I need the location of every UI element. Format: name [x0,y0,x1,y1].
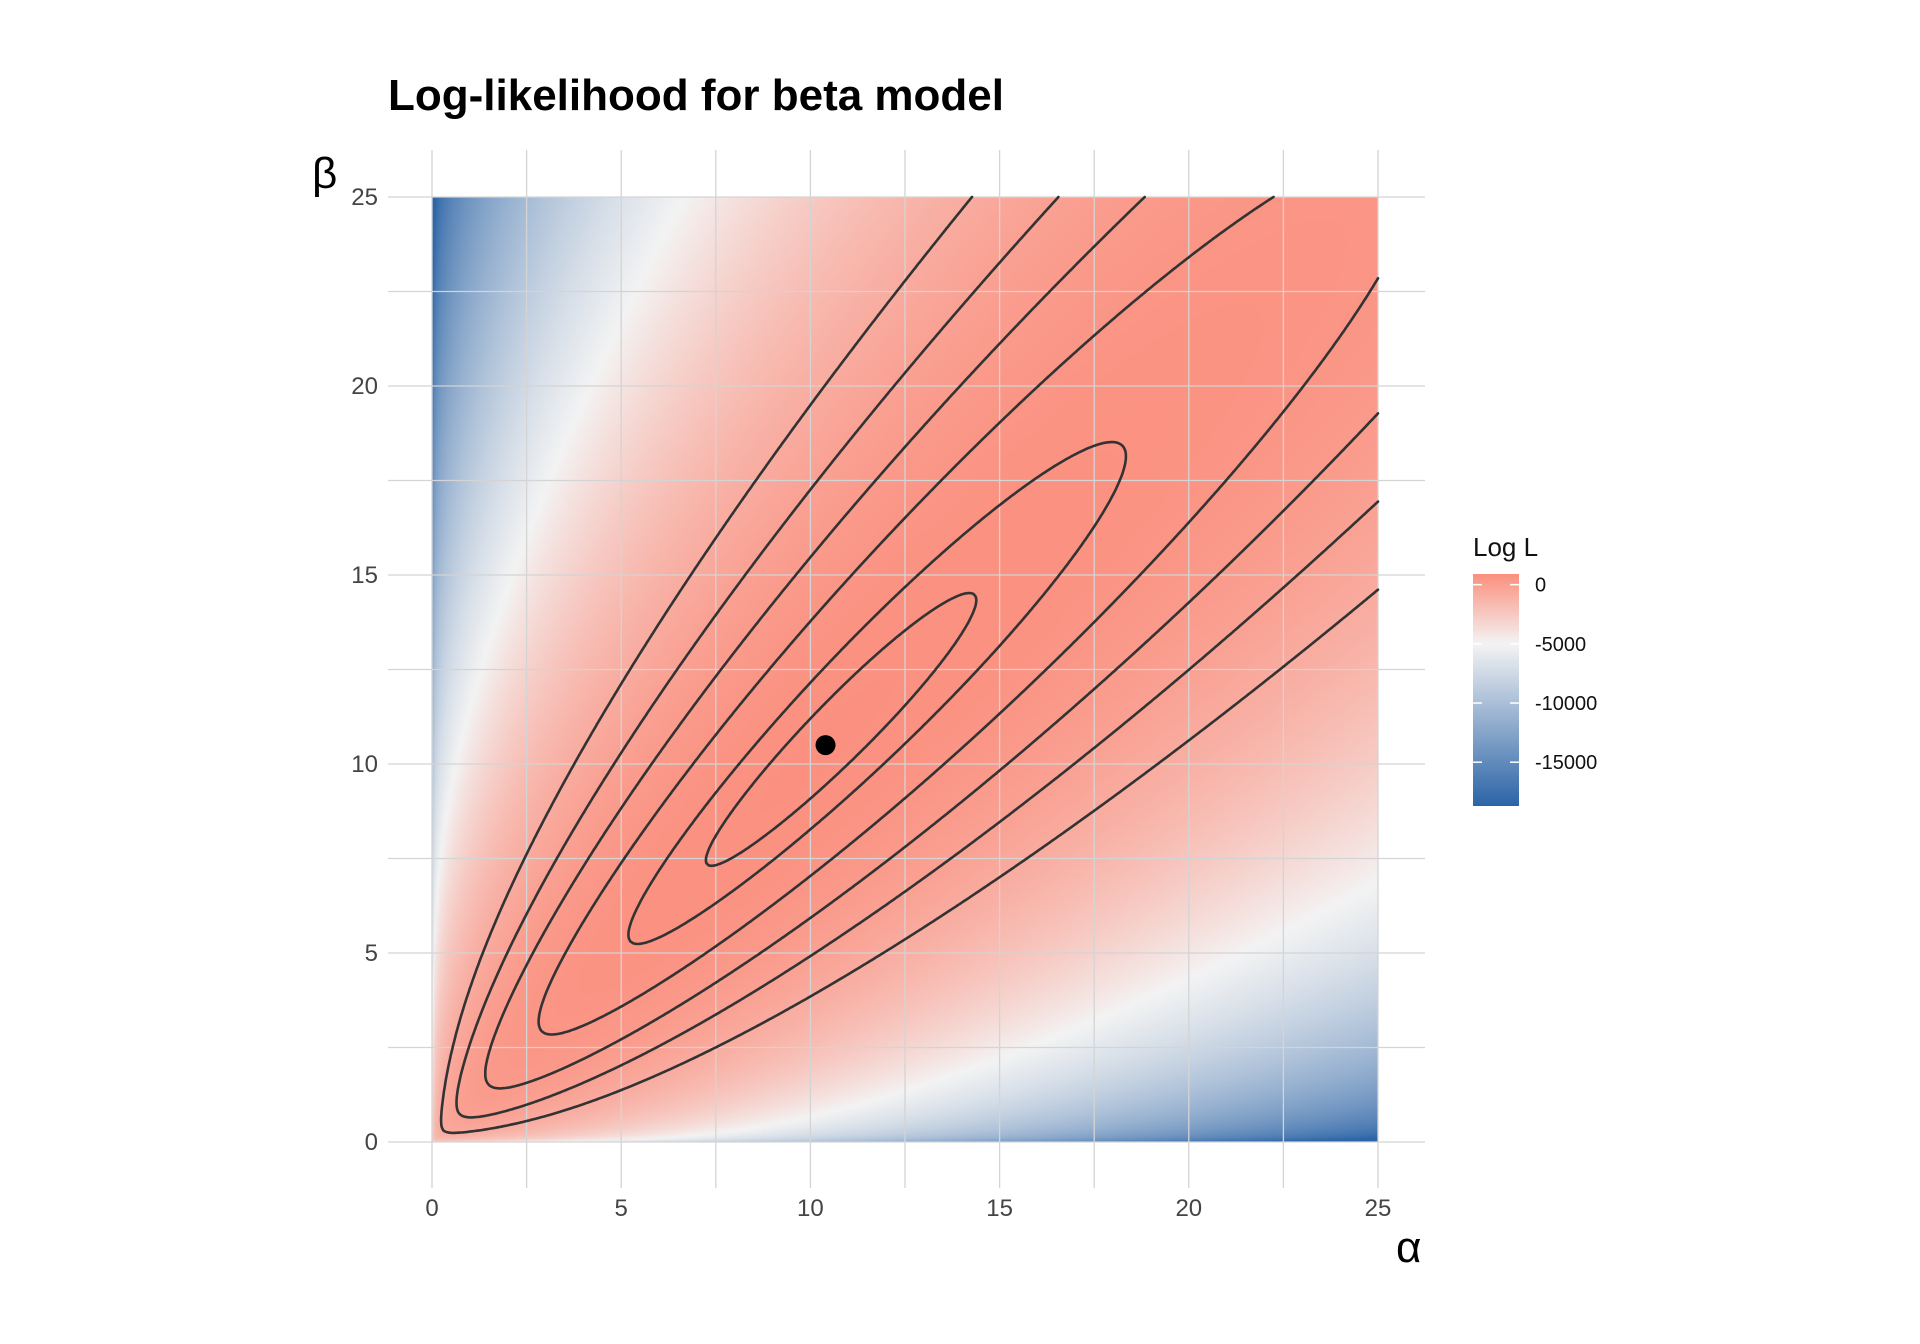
y-tick-label: 0 [365,1129,378,1156]
y-tick-label: 15 [351,562,378,589]
y-tick-label: 25 [351,184,378,211]
x-tick-label: 10 [797,1195,824,1222]
legend-label: 0 [1535,575,1546,597]
x-axis-ticks: 0 5 10 15 20 25 [425,1195,1391,1222]
contour-line [484,195,1380,1090]
x-tick-label: 5 [615,1195,628,1222]
contour-line [455,195,1380,1119]
grid [388,150,1425,1188]
legend-label: -10000 [1535,693,1597,715]
legend-label: -5000 [1535,634,1586,656]
y-tick-label: 10 [351,751,378,778]
mle-point [815,735,836,756]
x-tick-label: 15 [986,1195,1013,1222]
legend-label: -15000 [1535,752,1597,774]
x-axis-label: α [1396,1223,1421,1272]
legend-title: Log L [1473,532,1538,562]
contour-line [704,591,978,868]
y-tick-label: 5 [365,940,378,967]
x-tick-label: 20 [1175,1195,1202,1222]
legend: Log L 0 -5000 -10000 -15000 [1473,532,1597,806]
contour-line [627,440,1128,946]
legend-colorbar [1473,574,1519,806]
x-tick-label: 0 [425,1195,438,1222]
chart-title: Log-likelihood for beta model [388,71,1004,120]
contour-line [537,195,1380,1036]
y-axis-ticks: 0 5 10 15 20 25 [351,184,378,1156]
y-axis-label: β [312,149,337,198]
x-tick-label: 25 [1365,1195,1392,1222]
y-tick-label: 20 [351,373,378,400]
contour-line [439,195,1380,1135]
contours [439,195,1380,1135]
